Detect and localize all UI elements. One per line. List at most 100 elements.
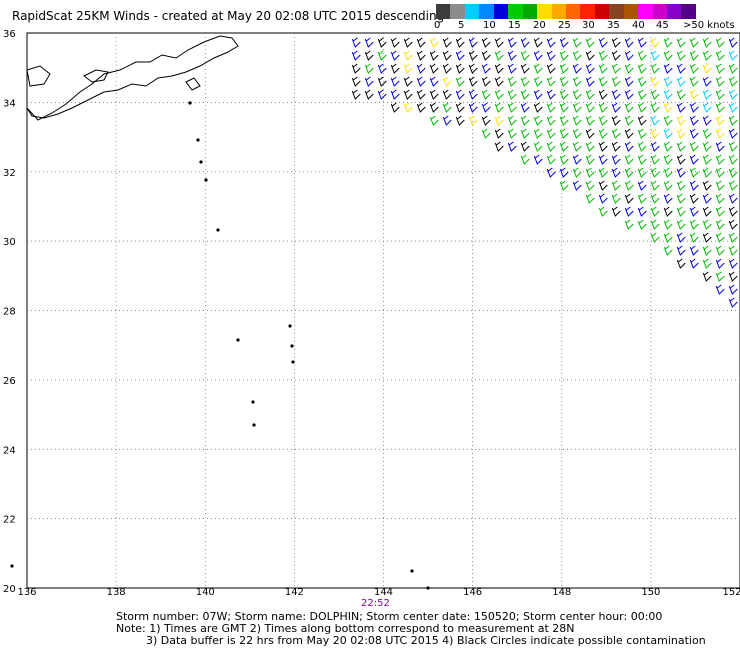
wind-barb-stroke bbox=[559, 180, 569, 191]
wind-barb bbox=[728, 167, 738, 178]
wind-barb-stroke bbox=[351, 50, 361, 61]
legend-label: 45 bbox=[656, 20, 669, 31]
wind-barb-stroke bbox=[728, 167, 738, 178]
wind-barb bbox=[546, 89, 556, 100]
wind-barb bbox=[728, 50, 738, 61]
wind-barb bbox=[637, 76, 647, 87]
wind-barb bbox=[715, 76, 725, 87]
wind-barb-stroke bbox=[598, 102, 608, 113]
wind-barb-stroke bbox=[377, 76, 387, 87]
wind-barb-stroke bbox=[689, 167, 699, 178]
wind-barb-stroke bbox=[611, 50, 621, 61]
wind-barb-stroke bbox=[520, 141, 530, 152]
wind-barb-stroke bbox=[611, 128, 621, 139]
wind-barb-stroke bbox=[715, 245, 725, 256]
wind-barb bbox=[663, 89, 673, 100]
y-tick-label: 30 bbox=[3, 237, 16, 248]
wind-barb bbox=[377, 63, 387, 74]
wind-barb-stroke bbox=[715, 258, 725, 269]
wind-barb bbox=[624, 128, 634, 139]
wind-barb bbox=[481, 102, 491, 113]
wind-barb-stroke bbox=[377, 89, 387, 100]
legend-label: 20 bbox=[533, 20, 546, 31]
wind-barb-stroke bbox=[702, 180, 712, 191]
wind-barb-stroke bbox=[572, 128, 582, 139]
wind-barb bbox=[520, 128, 530, 139]
wind-barb bbox=[728, 102, 738, 113]
wind-barb-stroke bbox=[676, 180, 686, 191]
wind-barb-stroke bbox=[715, 50, 725, 61]
wind-barb-stroke bbox=[702, 232, 712, 243]
wind-barb-stroke bbox=[702, 271, 712, 282]
wind-barb bbox=[455, 63, 465, 74]
island bbox=[410, 569, 414, 573]
wind-barb bbox=[650, 141, 660, 152]
wind-barb-stroke bbox=[455, 63, 465, 74]
wind-barb bbox=[676, 167, 686, 178]
wind-barb bbox=[728, 89, 738, 100]
wind-barb-stroke bbox=[442, 102, 452, 113]
wind-barb bbox=[507, 50, 517, 61]
wind-barb-stroke bbox=[637, 206, 647, 217]
wind-barb bbox=[663, 193, 673, 204]
wind-barb-stroke bbox=[481, 63, 491, 74]
wind-barb bbox=[689, 232, 699, 243]
wind-barb-stroke bbox=[689, 89, 699, 100]
island bbox=[236, 338, 240, 342]
wind-barb bbox=[481, 37, 491, 48]
wind-barb-stroke bbox=[663, 206, 673, 217]
wind-barb bbox=[637, 206, 647, 217]
wind-barb-stroke bbox=[585, 128, 595, 139]
swath-time-label: 22:52 bbox=[361, 598, 390, 609]
wind-barb-stroke bbox=[650, 141, 660, 152]
wind-barb-stroke bbox=[663, 89, 673, 100]
wind-barb-stroke bbox=[637, 50, 647, 61]
wind-barb-stroke bbox=[585, 154, 595, 165]
wind-barb-stroke bbox=[481, 76, 491, 87]
wind-barb bbox=[585, 141, 595, 152]
wind-barb bbox=[702, 154, 712, 165]
wind-barb-stroke bbox=[572, 141, 582, 152]
wind-barb bbox=[585, 180, 595, 191]
wind-barb-stroke bbox=[572, 180, 582, 191]
wind-barb bbox=[650, 167, 660, 178]
wind-barb bbox=[650, 180, 660, 191]
wind-barb-stroke bbox=[637, 193, 647, 204]
wind-barb-stroke bbox=[572, 89, 582, 100]
wind-barb bbox=[572, 50, 582, 61]
legend-label: 0 bbox=[434, 20, 441, 31]
wind-barb-stroke bbox=[507, 115, 517, 126]
wind-barb bbox=[676, 37, 686, 48]
wind-barb bbox=[481, 89, 491, 100]
note-line-2: 3) Data buffer is 22 hrs from May 20 02:… bbox=[146, 634, 706, 647]
wind-barb-stroke bbox=[442, 76, 452, 87]
wind-barb bbox=[676, 193, 686, 204]
wind-barb-stroke bbox=[390, 102, 400, 113]
wind-barb-stroke bbox=[637, 154, 647, 165]
wind-barb bbox=[598, 89, 608, 100]
wind-barb bbox=[533, 76, 543, 87]
wind-barb bbox=[481, 76, 491, 87]
wind-barb bbox=[663, 219, 673, 230]
wind-barb-stroke bbox=[546, 167, 556, 178]
legend-label: 15 bbox=[508, 20, 521, 31]
wind-barb bbox=[429, 37, 439, 48]
coastline-japan bbox=[26, 35, 239, 121]
wind-barb-stroke bbox=[598, 206, 608, 217]
wind-barb-stroke bbox=[637, 167, 647, 178]
wind-barb-stroke bbox=[546, 63, 556, 74]
wind-barb-stroke bbox=[624, 102, 634, 113]
wind-barb bbox=[650, 89, 660, 100]
wind-barb-stroke bbox=[507, 128, 517, 139]
wind-barb-stroke bbox=[364, 89, 374, 100]
wind-barb-stroke bbox=[689, 154, 699, 165]
wind-barb-stroke bbox=[546, 37, 556, 48]
legend-label: >50 knots bbox=[683, 20, 735, 31]
wind-barb-stroke bbox=[650, 232, 660, 243]
wind-barb-stroke bbox=[416, 63, 426, 74]
wind-barb bbox=[611, 115, 621, 126]
legend-label: 40 bbox=[632, 20, 645, 31]
wind-barb bbox=[676, 180, 686, 191]
wind-barb bbox=[702, 180, 712, 191]
wind-barb-stroke bbox=[611, 141, 621, 152]
